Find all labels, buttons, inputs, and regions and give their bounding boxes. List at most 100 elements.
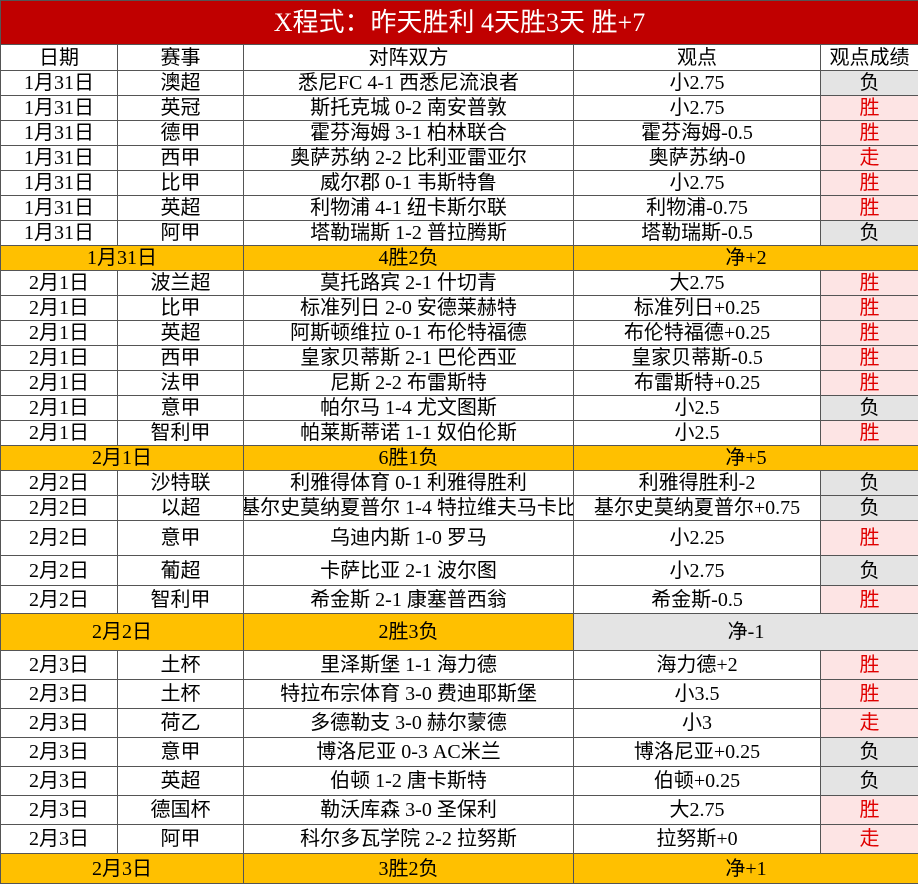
summary-net: 净+5 [574, 446, 918, 471]
league: 德国杯 [118, 796, 244, 825]
league: 波兰超 [118, 271, 244, 296]
pick-text: 伯顿+0.25 [574, 767, 820, 795]
pick-text: 希金斯-0.5 [574, 586, 820, 613]
result-text: 负 [821, 471, 918, 495]
result-text: 胜 [821, 321, 918, 345]
result: 胜 [821, 96, 918, 121]
date: 2月2日 [1, 471, 118, 496]
match-text: 乌迪内斯 1-0 罗马 [244, 521, 573, 555]
date-text: 2月2日 [1, 556, 117, 585]
league-text: 德国杯 [118, 796, 243, 824]
league-text: 法甲 [118, 371, 243, 395]
date: 1月31日 [1, 71, 118, 96]
summary-net-text: 净+1 [574, 854, 918, 883]
date-text: 2月1日 [1, 346, 117, 370]
result-text: 胜 [821, 196, 918, 220]
pick: 大2.75 [574, 271, 821, 296]
result-text: 胜 [821, 796, 918, 824]
header-result: 观点成绩 [821, 45, 918, 71]
league: 澳超 [118, 71, 244, 96]
match-text: 塔勒瑞斯 1-2 普拉腾斯 [244, 221, 573, 245]
match: 特拉布宗体育 3-0 费迪耶斯堡 [244, 680, 574, 709]
result: 负 [821, 71, 918, 96]
league-text: 阿甲 [118, 221, 243, 245]
match: 悉尼FC 4-1 西悉尼流浪者 [244, 71, 574, 96]
pick: 小2.75 [574, 96, 821, 121]
result-text: 走 [821, 825, 918, 853]
pick: 博洛尼亚+0.25 [574, 738, 821, 767]
league: 西甲 [118, 146, 244, 171]
result: 负 [821, 738, 918, 767]
summary-date: 2月2日 [1, 614, 244, 651]
result-text: 胜 [821, 296, 918, 320]
result-text: 胜 [821, 96, 918, 120]
league-text: 土杯 [118, 651, 243, 679]
date-text: 1月31日 [1, 171, 117, 195]
league: 土杯 [118, 651, 244, 680]
summary-net: 净+2 [574, 246, 918, 271]
league-text: 西甲 [118, 146, 243, 170]
league: 沙特联 [118, 471, 244, 496]
date: 1月31日 [1, 121, 118, 146]
match: 乌迪内斯 1-0 罗马 [244, 521, 574, 556]
pick: 拉努斯+0 [574, 825, 821, 854]
date-text: 2月1日 [1, 421, 117, 445]
summary-record-text: 6胜1负 [244, 446, 573, 470]
pick-text: 奥萨苏纳-0 [574, 146, 820, 170]
match-text: 斯托克城 0-2 南安普敦 [244, 96, 573, 120]
match-text: 基尔史莫纳夏普尔 1-4 特拉维夫马卡比 [244, 496, 573, 520]
result: 胜 [821, 521, 918, 556]
pick: 小2.5 [574, 421, 821, 446]
date-text: 2月3日 [1, 651, 117, 679]
result: 胜 [821, 321, 918, 346]
pick: 基尔史莫纳夏普尔+0.75 [574, 496, 821, 521]
league: 土杯 [118, 680, 244, 709]
result-text: 负 [821, 738, 918, 766]
match-text: 特拉布宗体育 3-0 费迪耶斯堡 [244, 680, 573, 708]
pick: 小2.5 [574, 396, 821, 421]
pick: 标准列日+0.25 [574, 296, 821, 321]
title-row: X程式：昨天胜利 4天胜3天 胜+7 [1, 1, 918, 45]
pick: 布伦特福德+0.25 [574, 321, 821, 346]
league: 比甲 [118, 296, 244, 321]
pick: 奥萨苏纳-0 [574, 146, 821, 171]
date-text: 1月31日 [1, 71, 117, 95]
header-result-text: 观点成绩 [821, 45, 918, 70]
summary-record: 6胜1负 [244, 446, 574, 471]
league: 葡超 [118, 556, 244, 586]
pick-text: 小2.25 [574, 521, 820, 555]
pick-text: 小2.5 [574, 396, 820, 420]
result: 胜 [821, 171, 918, 196]
header-pick-text: 观点 [574, 45, 820, 70]
result-text: 胜 [821, 371, 918, 395]
summary-date-text: 2月2日 [1, 614, 243, 650]
result-text: 胜 [821, 121, 918, 145]
match-text: 勒沃库森 3-0 圣保利 [244, 796, 573, 824]
date-text: 1月31日 [1, 96, 117, 120]
result: 负 [821, 496, 918, 521]
league-text: 智利甲 [118, 586, 243, 613]
pick-text: 利物浦-0.75 [574, 196, 820, 220]
match: 皇家贝蒂斯 2-1 巴伦西亚 [244, 346, 574, 371]
date-text: 2月1日 [1, 321, 117, 345]
pick: 霍芬海姆-0.5 [574, 121, 821, 146]
pick-text: 小2.75 [574, 171, 820, 195]
pick-text: 布伦特福德+0.25 [574, 321, 820, 345]
match: 阿斯顿维拉 0-1 布伦特福德 [244, 321, 574, 346]
pick-text: 小2.75 [574, 556, 820, 585]
date-text: 2月3日 [1, 796, 117, 824]
match: 霍芬海姆 3-1 柏林联合 [244, 121, 574, 146]
match: 威尔郡 0-1 韦斯特鲁 [244, 171, 574, 196]
